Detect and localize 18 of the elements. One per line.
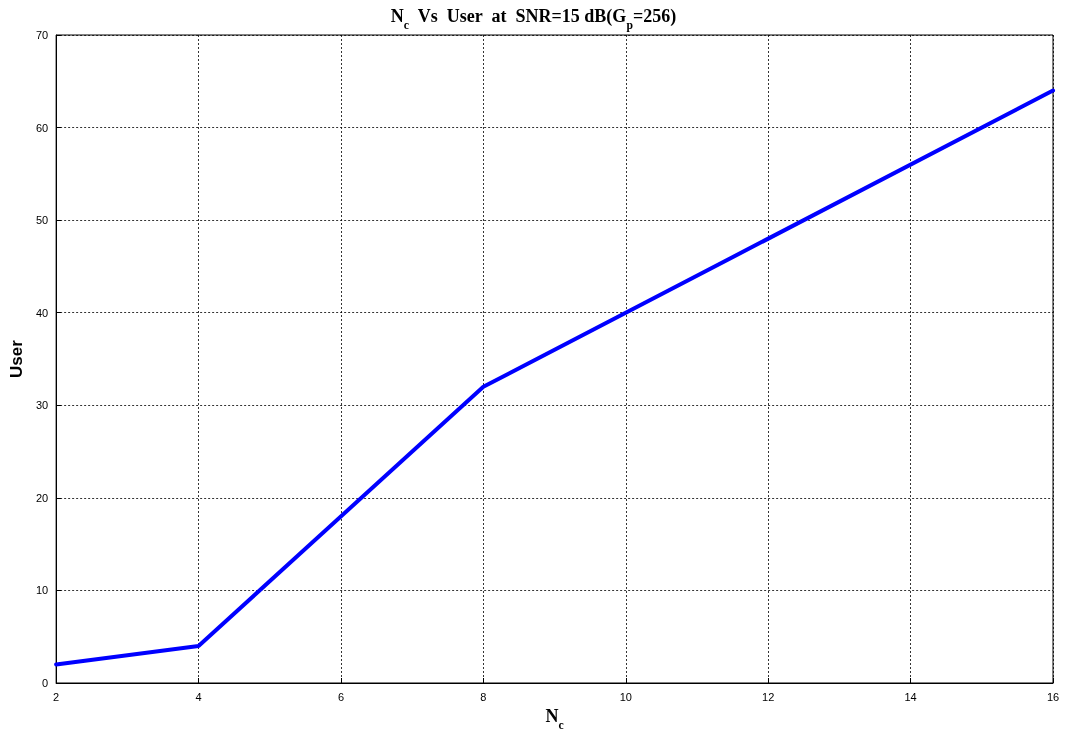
x-tick-label: 2 [53,690,60,703]
y-tick-label: 50 [35,214,49,227]
y-axis-title: User [7,339,26,378]
y-tick-label: 30 [35,399,49,412]
y-tick-label: 10 [35,584,49,597]
x-tick-label: 4 [195,690,202,703]
x-tick-label: 8 [480,690,487,703]
x-tick-label: 14 [904,690,917,703]
y-tick-label: 20 [35,491,49,504]
y-tick-label: 40 [35,306,49,319]
y-tick-label: 60 [35,121,49,134]
x-tick-label: 10 [619,690,632,703]
x-tick-label: 6 [337,690,345,703]
y-tick-label: 0 [42,677,49,689]
y-tick-label: 70 [35,29,49,41]
line-series [54,88,1055,667]
x-tick-label: 16 [1046,690,1060,703]
x-tick-label: 12 [762,690,775,703]
